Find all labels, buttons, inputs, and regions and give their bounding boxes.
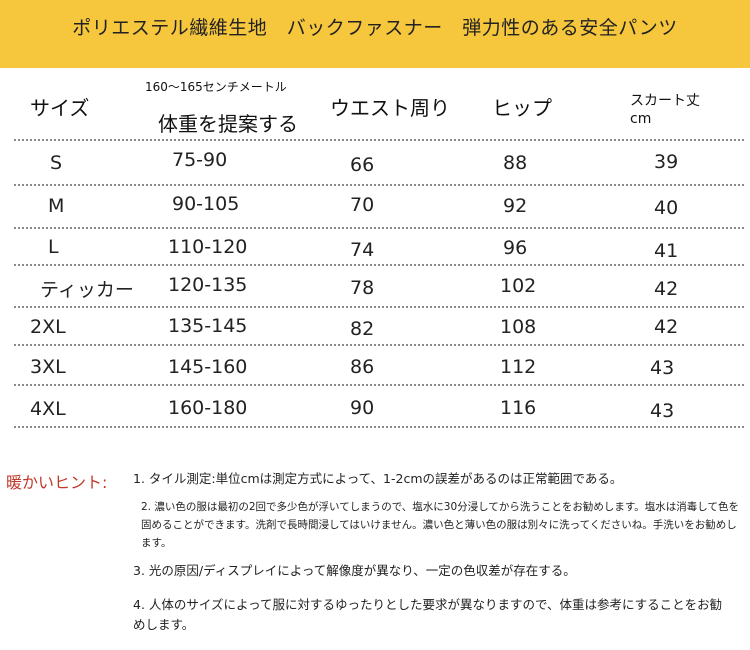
- header-waist: ウエスト周り: [330, 96, 450, 120]
- cell-weight: 75-90: [172, 149, 228, 171]
- cell-size: M: [48, 195, 65, 217]
- cell-hip: 88: [503, 152, 528, 174]
- row-divider: [14, 384, 744, 386]
- note-item: 3. 光の原因/ディスプレイによって解像度が異なり、一定の色収差が存在する。: [133, 563, 576, 578]
- cell-length: 40: [654, 197, 679, 219]
- note-item: 2. 濃い色の服は最初の2回で多少色が浮いてしまうので、塩水に30分浸してから洗…: [141, 501, 739, 549]
- header-skirt-length-label: スカート丈: [630, 93, 700, 109]
- table-row: ティッカー 120-135 78 102 42: [0, 265, 750, 309]
- cell-waist: 86: [350, 356, 375, 378]
- cell-waist: 78: [350, 277, 375, 299]
- table-row: 4XL 160-180 90 116 43: [0, 385, 750, 429]
- cell-weight: 90-105: [172, 193, 240, 215]
- row-divider: [14, 344, 744, 346]
- cell-weight: 110-120: [168, 236, 248, 258]
- row-divider: [14, 264, 744, 266]
- cell-size: ティッカー: [40, 279, 134, 301]
- cell-weight: 145-160: [168, 356, 248, 378]
- cell-weight: 120-135: [168, 274, 248, 296]
- header-height-range: 160～165センチメートル: [145, 80, 287, 94]
- note-item: 4. 人体のサイズによって服に対するゆったりとした要求が異なりますので、体重は参…: [133, 597, 723, 632]
- note-item: 1. タイル測定:単位cmは測定方式によって、1-2cmの誤差があるのは正常範囲…: [133, 471, 623, 486]
- cell-length: 39: [654, 151, 679, 173]
- header-weight: 体重を提案する: [158, 112, 298, 136]
- notes-section: 暖かいヒント: 1. タイル測定:単位cmは測定方式によって、1-2cmの誤差が…: [0, 455, 750, 650]
- cell-hip: 116: [500, 397, 537, 419]
- cell-length: 42: [654, 316, 679, 338]
- table-row: 2XL 135-145 82 108 42: [0, 307, 750, 351]
- row-divider: [14, 426, 744, 428]
- row-divider: [14, 139, 744, 141]
- header-size: サイズ: [30, 96, 90, 120]
- cell-hip: 112: [500, 356, 537, 378]
- header-skirt-length-unit: cm: [630, 111, 652, 127]
- cell-length: 43: [650, 357, 675, 379]
- cell-length: 42: [654, 278, 679, 300]
- row-divider: [14, 184, 744, 186]
- cell-size: S: [50, 152, 63, 174]
- table-row: 3XL 145-160 86 112 43: [0, 345, 750, 389]
- title-banner: ポリエステル繊維生地 バックファスナー 弾力性のある安全パンツ: [0, 0, 750, 68]
- cell-waist: 90: [350, 397, 375, 419]
- cell-length: 43: [650, 400, 675, 422]
- cell-waist: 66: [350, 154, 375, 176]
- row-divider: [14, 306, 744, 308]
- cell-hip: 102: [500, 275, 537, 297]
- header-skirt-length: スカート丈 cm: [630, 92, 700, 128]
- cell-size: 3XL: [30, 356, 66, 378]
- table-row: L 110-120 74 96 41: [0, 228, 750, 272]
- table-row: S 75-90 66 88 39: [0, 140, 750, 184]
- row-divider: [14, 227, 744, 229]
- hint-label: 暖かいヒント:: [6, 473, 108, 492]
- cell-weight: 160-180: [168, 397, 248, 419]
- cell-hip: 92: [503, 195, 528, 217]
- cell-hip: 96: [503, 237, 528, 259]
- cell-waist: 74: [350, 239, 375, 261]
- cell-size: 2XL: [30, 316, 66, 338]
- cell-waist: 70: [350, 194, 375, 216]
- header-hip: ヒップ: [492, 96, 552, 120]
- banner-title: ポリエステル繊維生地 バックファスナー 弾力性のある安全パンツ: [72, 17, 678, 39]
- cell-length: 41: [654, 240, 679, 262]
- cell-size: L: [48, 236, 59, 258]
- cell-weight: 135-145: [168, 315, 248, 337]
- table-row: M 90-105 70 92 40: [0, 185, 750, 229]
- cell-size: 4XL: [30, 398, 66, 420]
- cell-hip: 108: [500, 316, 537, 338]
- cell-waist: 82: [350, 318, 375, 340]
